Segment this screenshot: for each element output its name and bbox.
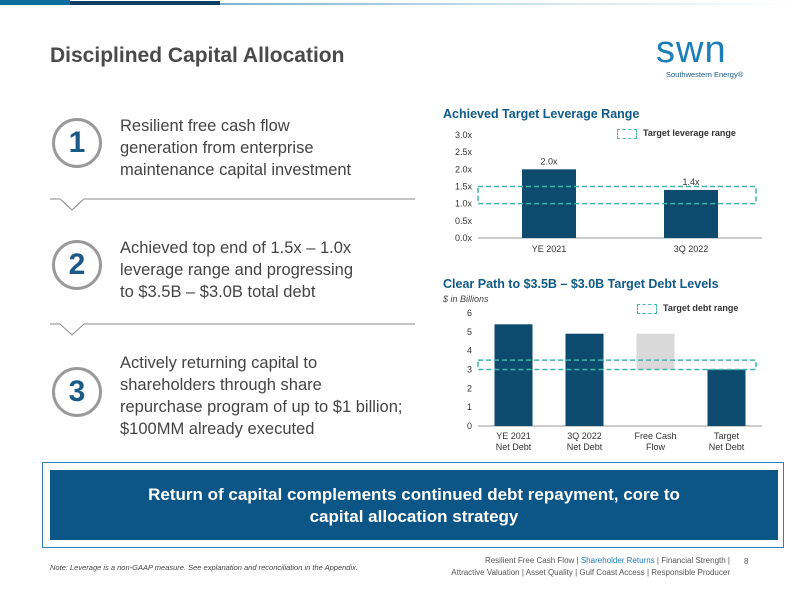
y-tick-label: 3 (467, 365, 472, 375)
point-3-line: $100MM already executed (120, 420, 315, 438)
chart2-subtitle: $ in Billions (443, 294, 489, 304)
bar (565, 333, 604, 426)
y-tick-label: 2 (467, 383, 472, 393)
key-message-banner: Return of capital complements continued … (50, 470, 778, 540)
point-number-1: 1 (52, 118, 102, 168)
legend-swatch (617, 128, 637, 139)
point-number-2: 2 (52, 240, 102, 290)
chart1-legend-label: Target leverage range (643, 128, 736, 138)
point-1-line: generation from enterprise (120, 139, 314, 157)
bar (494, 324, 533, 426)
target-range-band (477, 185, 757, 205)
point-1-line: maintenance capital investment (120, 161, 352, 179)
footnote: Note: Leverage is a non-GAAP measure. Se… (50, 563, 358, 572)
footer-item-active[interactable]: Shareholder Returns (580, 556, 655, 565)
x-tick-label: Flow (646, 442, 666, 452)
slide-title: Disciplined Capital Allocation (50, 44, 345, 67)
y-tick-label: 3.0x (455, 130, 473, 140)
banner-line: Return of capital complements continued … (148, 485, 680, 504)
x-tick-label: Net Debt (496, 442, 532, 452)
bar (636, 333, 675, 370)
x-tick-label: 3Q 2022 (674, 244, 709, 254)
y-tick-label: 0 (467, 421, 472, 431)
leverage-chart: 0.0x 0.5x 1.0x 1.5x 2.0x 2.5x 3.0x 2.0x YE 2021 1… (455, 130, 762, 254)
x-tick-label: 3Q 2022 (567, 431, 602, 441)
page-number: 8 (744, 557, 749, 566)
footer-item[interactable]: Attractive Valuation (451, 568, 520, 577)
section-divider (50, 323, 415, 336)
banner-text: Return of capital complements continued … (50, 484, 778, 528)
section-divider (50, 198, 415, 211)
x-tick-label: Net Debt (567, 442, 603, 452)
data-label: 1.4x (682, 177, 700, 187)
chart2-legend: Target debt range (637, 303, 738, 314)
y-tick-label: 1.5x (455, 182, 473, 192)
y-tick-label: 0.0x (455, 233, 473, 243)
point-3-line: shareholders through share (120, 376, 322, 394)
chart1-title: Achieved Target Leverage Range (443, 107, 640, 121)
top-accent-bar (0, 0, 800, 8)
bar (707, 369, 746, 426)
point-3-line: Actively returning capital to (120, 354, 318, 372)
footer-item[interactable]: Financial Strength (661, 556, 726, 565)
legend-swatch (637, 303, 657, 314)
point-1-line: Resilient free cash flow (120, 117, 290, 135)
footer-item[interactable]: Responsible Producer (651, 568, 730, 577)
footer-item[interactable]: Gulf Coast Access (579, 568, 645, 577)
x-tick-label: YE 2021 (532, 244, 567, 254)
logo-wordmark: swn (656, 29, 727, 71)
point-3-line: repurchase program of up to $1 billion; (120, 398, 403, 416)
x-tick-label: Net Debt (709, 442, 745, 452)
y-tick-label: 5 (467, 327, 472, 337)
x-tick-label: YE 2021 (496, 431, 531, 441)
y-tick-label: 0.5x (455, 216, 473, 226)
x-tick-label: Target (714, 431, 740, 441)
point-text-1: Resilient free cash flow generation from… (120, 115, 420, 181)
footer-item[interactable]: Asset Quality (525, 568, 573, 577)
bar (664, 189, 718, 238)
company-logo: swn Southwestern Energy® (656, 30, 766, 80)
logo-subtitle: Southwestern Energy® (666, 70, 744, 79)
y-tick-label: 1 (467, 402, 472, 412)
data-label: 2.0x (540, 156, 558, 166)
point-number-3: 3 (52, 367, 102, 417)
banner-frame (42, 462, 784, 548)
banner-line: capital allocation strategy (309, 507, 519, 526)
footer-navigation: Resilient Free Cash Flow | Shareholder R… (451, 556, 730, 577)
point-2-line: leverage range and progressing (120, 261, 353, 279)
target-range-band (477, 359, 757, 371)
y-tick-label: 4 (467, 346, 472, 356)
chart2-title: Clear Path to $3.5B – $3.0B Target Debt … (443, 277, 719, 291)
point-2-line: Achieved top end of 1.5x – 1.0x (120, 239, 352, 257)
chart1-legend: Target leverage range (617, 128, 736, 139)
point-text-2: Achieved top end of 1.5x – 1.0x leverage… (120, 237, 420, 303)
y-tick-label: 6 (467, 308, 472, 318)
x-tick-label: Free Cash (634, 431, 676, 441)
y-tick-label: 1.0x (455, 199, 473, 209)
point-text-3: Actively returning capital to shareholde… (120, 352, 450, 440)
point-2-line: to $3.5B – $3.0B total debt (120, 283, 316, 301)
y-tick-label: 2.0x (455, 164, 473, 174)
footer-item[interactable]: Resilient Free Cash Flow (484, 556, 575, 565)
chart2-legend-label: Target debt range (663, 303, 739, 313)
y-tick-label: 2.5x (455, 147, 473, 157)
